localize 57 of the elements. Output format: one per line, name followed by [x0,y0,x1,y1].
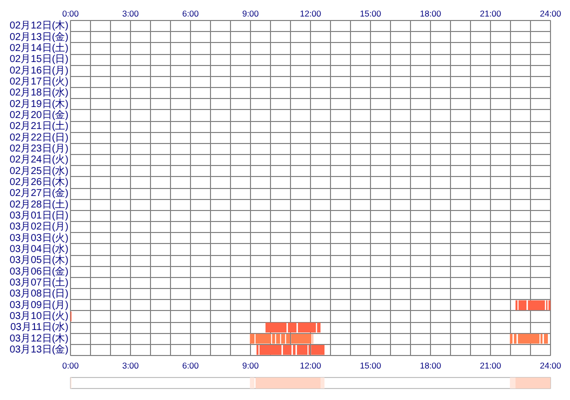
y-tick-label: 02月16日(月) [10,65,68,76]
y-tick-label: 03月09日(月) [10,300,68,311]
x-tick-label: 15:00 [360,8,382,18]
y-tick-label: 03月02日(月) [10,222,68,233]
y-tick-label: 02月25日(水) [10,164,68,177]
y-tick-label: 02月13日(金) [10,30,68,43]
x-tick-label: 21:00 [480,360,502,370]
y-tick-label: 02月15日(日) [10,54,68,66]
x-tick-label: 12:00 [300,8,322,18]
x-tick-label: 6:00 [182,8,200,18]
bar [320,378,324,388]
y-tick-label: 03月08日(日) [10,288,68,300]
y-tick-label: 03月13日(金) [10,343,68,356]
y-tick-label: 02月20日(金) [10,108,68,121]
y-tick-label: 03月12日(木) [10,332,68,344]
bar [544,334,548,344]
y-tick-label: 03月11日(水) [10,321,69,334]
y-tick-label: 02月28日(土) [10,198,68,210]
bar [518,334,540,344]
x-tick-label: 3:00 [122,8,140,18]
y-tick-label: 02月26日(木) [10,176,68,188]
x-tick-label: 15:00 [360,360,382,370]
y-tick-label: 02月22日(日) [10,132,68,144]
y-tick-label: 03月06日(金) [10,265,68,278]
y-tick-label: 03月03日(火) [10,232,68,244]
x-tick-label: 18:00 [420,8,442,18]
y-tick-label: 03月10日(火) [10,310,68,322]
x-tick-label: 0:00 [62,8,80,18]
y-tick-label: 02月23日(月) [10,143,68,154]
bar [250,378,254,388]
y-tick-label: 02月21日(土) [10,120,68,132]
x-tick-label: 12:00 [300,360,322,370]
x-tick-label: 9:00 [242,8,260,18]
bar [256,378,320,388]
x-tick-label: 18:00 [420,360,442,370]
x-tick-label: 24:00 [540,8,562,18]
y-tick-label: 02月12日(木) [10,20,68,32]
x-tick-label: 21:00 [480,8,502,18]
y-tick-label: 02月24日(火) [10,154,68,166]
y-tick-label: 02月19日(木) [10,98,68,110]
y-tick-label: 02月14日(土) [10,42,68,54]
bar [510,378,516,388]
x-tick-label: 6:00 [182,360,200,370]
bar [296,345,308,355]
y-tick-label: 03月04日(水) [10,242,68,255]
x-tick-label: 0:00 [62,360,80,370]
y-tick-label: 02月18日(水) [10,86,68,99]
bar [510,334,512,344]
y-tick-label: 03月01日(日) [10,210,68,222]
y-tick-label: 03月05日(木) [10,254,68,266]
x-tick-label: 3:00 [122,360,140,370]
x-tick-label: 24:00 [540,360,562,370]
y-tick-label: 02月17日(火) [10,75,68,88]
bar [516,378,550,388]
y-tick-label: 03月07日(土) [10,276,68,288]
y-tick-label: 02月27日(金) [10,187,68,200]
x-tick-label: 9:00 [242,360,260,370]
